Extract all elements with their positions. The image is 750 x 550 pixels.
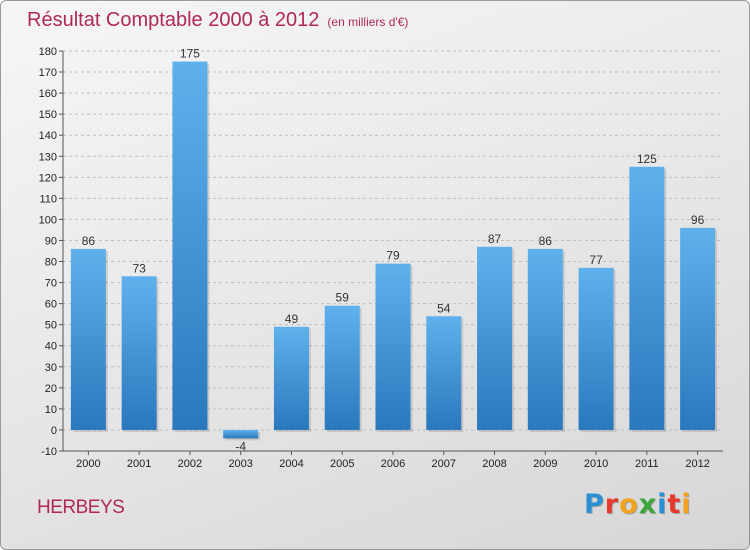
- bars: [70, 61, 718, 441]
- y-tick-label: 180: [39, 46, 57, 58]
- logo-letter: i: [681, 489, 692, 520]
- y-tick-label: 100: [39, 214, 57, 226]
- value-label: 96: [691, 213, 705, 227]
- y-tick-label: 10: [45, 404, 57, 416]
- labels: -10 0 10 20 30 40 50 60 70 80 90 100 110 120 130 140 150…: [39, 46, 710, 470]
- axes: [59, 50, 723, 455]
- value-label: 59: [336, 291, 350, 305]
- x-tick-label: 2001: [127, 458, 151, 470]
- y-tick-label: 0: [51, 425, 57, 437]
- bar: [172, 61, 208, 430]
- x-tick-label: 2008: [482, 458, 506, 470]
- chart-title: Résultat Comptable 2000 à 2012 (en millie…: [27, 9, 408, 32]
- commune-name: HERBEYS: [37, 497, 125, 518]
- unit-label: (en milliers d'€): [327, 15, 409, 29]
- bar: [527, 248, 563, 430]
- y-tick-label: 170: [39, 67, 57, 79]
- x-tick-label: 2009: [533, 458, 557, 470]
- bar: [223, 429, 259, 439]
- y-tick-label: 130: [39, 151, 57, 163]
- y-tick-label: 30: [45, 362, 57, 374]
- x-tick-label: 2006: [381, 458, 405, 470]
- title-text: Résultat Comptable 2000 à 2012: [27, 9, 320, 31]
- value-label: 87: [488, 232, 502, 246]
- y-tick-label: 90: [45, 235, 57, 247]
- bar: [680, 227, 716, 430]
- logo-letter: x: [638, 489, 658, 520]
- y-tick-label: 120: [39, 172, 57, 184]
- y-tick-label: 60: [45, 299, 57, 311]
- y-tick-label: -10: [41, 446, 57, 458]
- proxiti-logo[interactable]: Proxiti: [584, 489, 692, 520]
- x-tick-label: 2007: [432, 458, 456, 470]
- y-tick-label: 40: [45, 341, 57, 353]
- x-tick-label: 2003: [228, 458, 252, 470]
- x-tick-label: 2002: [178, 458, 202, 470]
- value-label: 86: [539, 234, 553, 248]
- value-label: 125: [637, 152, 657, 166]
- x-tick-label: 2005: [330, 458, 354, 470]
- y-tick-label: 140: [39, 130, 57, 142]
- value-label: 77: [589, 253, 603, 267]
- logo-letter: o: [619, 489, 639, 520]
- x-tick-label: 2004: [279, 458, 303, 470]
- logo-letter: t: [667, 489, 682, 520]
- bar: [70, 248, 106, 430]
- y-tick-label: 150: [39, 109, 57, 121]
- value-label: 175: [180, 47, 200, 61]
- bar: [273, 326, 309, 430]
- y-tick-label: 160: [39, 88, 57, 100]
- bar: [324, 305, 360, 430]
- value-label: 86: [82, 234, 96, 248]
- x-tick-label: 2012: [685, 458, 709, 470]
- value-label: -4: [235, 439, 246, 453]
- logo-letter: P: [584, 489, 605, 520]
- x-tick-label: 2000: [76, 458, 100, 470]
- bar: [477, 246, 513, 430]
- y-tick-label: 50: [45, 320, 57, 332]
- x-tick-label: 2010: [584, 458, 608, 470]
- x-tick-label: 2011: [635, 458, 659, 470]
- value-label: 49: [285, 312, 299, 326]
- y-tick-label: 110: [39, 193, 57, 205]
- bar: [629, 166, 665, 430]
- y-tick-label: 20: [45, 383, 57, 395]
- bar: [375, 263, 411, 430]
- value-label: 54: [437, 301, 451, 315]
- value-label: 73: [132, 261, 146, 275]
- logo-letter: i: [657, 489, 668, 520]
- bar: [578, 267, 614, 430]
- y-tick-label: 70: [45, 278, 57, 290]
- value-label: 79: [386, 249, 400, 263]
- bar: [121, 276, 157, 430]
- logo-letter: r: [604, 489, 620, 520]
- y-tick-label: 80: [45, 257, 57, 269]
- bar: [426, 316, 462, 430]
